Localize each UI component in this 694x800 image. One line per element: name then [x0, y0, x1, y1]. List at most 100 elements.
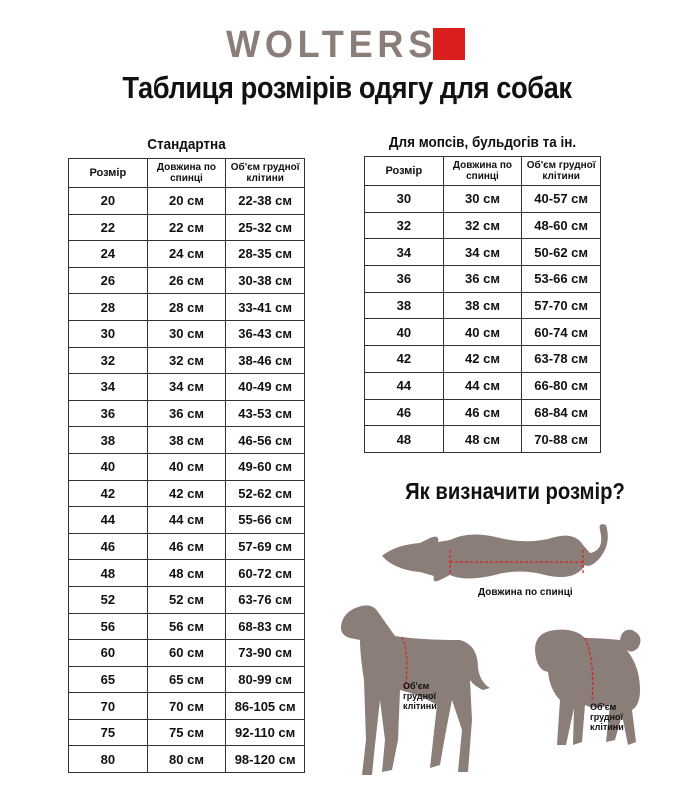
table-row: 40 40 см 49-60 см: [68, 452, 305, 481]
brand-logo: WOLTERS: [226, 24, 438, 66]
table-cell: 34: [68, 373, 148, 401]
table-cell: 44 см: [442, 371, 523, 400]
table-cell: 80 см: [146, 745, 227, 774]
chest-line: Об'єм: [590, 702, 617, 712]
table-cell: 48 см: [442, 425, 523, 453]
table-cell: 38: [364, 291, 444, 320]
table-cell: 48: [364, 425, 444, 453]
table-cell: 40: [364, 318, 444, 347]
table-cell: 26 см: [146, 266, 227, 295]
table-cell: 36-43 см: [225, 319, 305, 348]
table-row: 75 75 см 92-110 см: [68, 718, 305, 747]
table-row: 30 30 см 40-57 см: [364, 185, 601, 213]
column-header: Довжина по спинці: [146, 158, 227, 188]
table-cell: 34: [364, 238, 444, 267]
table-cell: 38: [68, 426, 148, 454]
table-cell: 52-62 см: [225, 479, 305, 508]
table-cell: 46: [364, 398, 444, 427]
table-cell: 52 см: [146, 585, 227, 614]
table-row: 32 32 см 38-46 см: [68, 346, 305, 375]
table-cell: 60 см: [146, 639, 227, 667]
table-cell: 73-90 см: [225, 639, 305, 667]
table-cell: 40-49 см: [225, 373, 305, 401]
table-cell: 92-110 см: [225, 718, 305, 747]
table-row: 42 42 см 63-78 см: [364, 345, 601, 373]
table-cell: 40 см: [146, 452, 227, 481]
standard-caption: Стандартна: [147, 136, 226, 153]
table-cell: 33-41 см: [225, 293, 305, 321]
table-row: 60 60 см 73-90 см: [68, 639, 305, 667]
table-cell: 22 см: [146, 213, 227, 242]
table-cell: 24: [68, 240, 148, 268]
chest-label-pug: Об'єм грудної клітини: [590, 702, 624, 732]
dog-side-view: [340, 605, 490, 775]
column-header: Об'єм грудної клітини: [225, 158, 305, 188]
table-cell: 40 см: [442, 318, 523, 347]
table-cell: 30 см: [146, 319, 227, 348]
table-cell: 26: [68, 266, 148, 295]
table-row: 48 48 см 60-72 см: [68, 559, 305, 587]
table-cell: 38 см: [146, 426, 227, 454]
table-cell: 98-120 см: [225, 745, 305, 774]
table-row: 36 36 см 53-66 см: [364, 265, 601, 293]
column-header: Довжина по спинці: [442, 156, 523, 186]
table-cell: 70-88 см: [521, 425, 601, 453]
table-cell: 36 см: [442, 265, 523, 293]
table-cell: 55-66 см: [225, 506, 305, 534]
table-cell: 34 см: [442, 238, 523, 267]
table-cell: 86-105 см: [225, 692, 305, 720]
chest-line: Об'єм: [403, 681, 430, 691]
table-cell: 56 см: [146, 612, 227, 641]
table-cell: 32 см: [146, 346, 227, 375]
table-cell: 32: [364, 211, 444, 240]
table-row: 40 40 см 60-74 см: [364, 318, 601, 347]
table-cell: 70 см: [146, 692, 227, 720]
table-cell: 60-72 см: [225, 559, 305, 587]
table-cell: 44: [364, 371, 444, 400]
table-row: 28 28 см 33-41 см: [68, 293, 305, 321]
table-cell: 80-99 см: [225, 665, 305, 694]
brand-logo-square: [433, 28, 465, 60]
pugs-caption: Для мопсів, бульдогів та ін.: [388, 134, 577, 151]
table-header-row: Розмір Довжина по спинці Об'єм грудної клі…: [364, 156, 601, 186]
page-title: Таблиця розмірів одягу для собак: [122, 70, 572, 105]
dog-top-view: [382, 524, 608, 582]
table-cell: 68-83 см: [225, 612, 305, 641]
howto-title: Як визначити розмір?: [405, 478, 625, 504]
table-row: 26 26 см 30-38 см: [68, 266, 305, 295]
table-cell: 46-56 см: [225, 426, 305, 454]
table-row: 80 80 см 98-120 см: [68, 745, 305, 774]
table-cell: 42: [68, 479, 148, 508]
table-cell: 49-60 см: [225, 452, 305, 481]
table-cell: 22: [68, 213, 148, 242]
column-header: Розмір: [364, 156, 444, 186]
table-row: 32 32 см 48-60 см: [364, 211, 601, 240]
table-cell: 48: [68, 559, 148, 587]
table-cell: 68-84 см: [521, 398, 601, 427]
table-cell: 66-80 см: [521, 371, 601, 400]
table-row: 38 38 см 57-70 см: [364, 291, 601, 320]
table-cell: 75: [68, 718, 148, 747]
standard-size-table: Розмір Довжина по спинці Об'єм грудної клі…: [68, 158, 305, 774]
table-row: 38 38 см 46-56 см: [68, 426, 305, 454]
chest-line: грудної: [403, 691, 437, 701]
table-cell: 48-60 см: [521, 211, 601, 240]
pugs-size-table: Розмір Довжина по спинці Об'єм грудної клі…: [364, 156, 601, 453]
chest-label-dog: Об'єм грудної клітини: [403, 681, 437, 711]
table-cell: 36 см: [146, 399, 227, 428]
table-row: 22 22 см 25-32 см: [68, 213, 305, 242]
table-cell: 22-38 см: [225, 187, 305, 215]
table-header-row: Розмір Довжина по спинці Об'єм грудної клі…: [68, 158, 305, 188]
table-cell: 36: [364, 265, 444, 293]
table-cell: 63-76 см: [225, 585, 305, 614]
table-row: 70 70 см 86-105 см: [68, 692, 305, 720]
table-cell: 28-35 см: [225, 240, 305, 268]
table-cell: 38 см: [442, 291, 523, 320]
table-row: 42 42 см 52-62 см: [68, 479, 305, 508]
chest-line: клітини: [590, 722, 624, 732]
table-cell: 53-66 см: [521, 265, 601, 293]
table-cell: 20 см: [146, 187, 227, 215]
chest-line: клітини: [403, 701, 437, 711]
